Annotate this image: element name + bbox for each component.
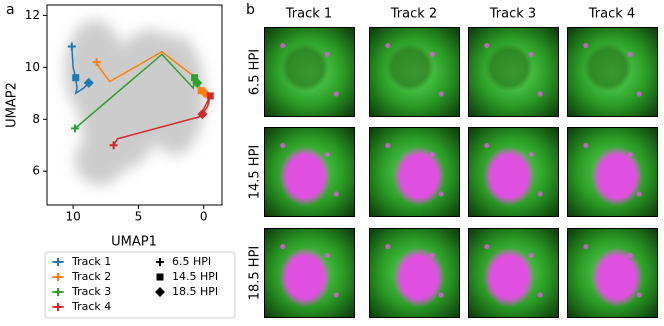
track-line <box>71 46 90 96</box>
legend-swatch <box>54 303 62 311</box>
legend-label: 14.5 HPI <box>172 270 218 283</box>
micrograph <box>567 27 658 117</box>
track-marker <box>71 124 80 133</box>
legend-marker <box>156 273 164 281</box>
column-header: Track 4 <box>588 7 635 22</box>
legend-label: Track 2 <box>71 270 111 283</box>
legend-label: 18.5 HPI <box>172 285 218 298</box>
row-header: 6.5 HPI <box>248 49 263 95</box>
track-marker <box>206 92 214 100</box>
track-marker <box>83 77 94 88</box>
y-tick-label: 10 <box>25 60 40 74</box>
row-header: 18.5 HPI <box>248 246 263 301</box>
legend-label: Track 1 <box>71 255 111 268</box>
micrograph <box>369 27 460 117</box>
track-line <box>112 95 211 146</box>
micrograph <box>264 228 355 318</box>
micrograph <box>567 228 658 318</box>
track-marker <box>109 141 118 150</box>
micrograph <box>369 127 460 217</box>
micrograph <box>264 127 355 217</box>
y-tick-label: 8 <box>32 112 40 126</box>
y-tick-label: 6 <box>32 164 40 178</box>
track-marker <box>191 74 199 82</box>
panel-label: b <box>246 2 255 18</box>
legend-marker <box>155 287 165 297</box>
legend-label: Track 4 <box>71 300 111 313</box>
column-header: Track 3 <box>489 7 536 22</box>
x-tick-label: 5 <box>135 210 143 224</box>
legend-marker <box>156 258 164 266</box>
row-header: 14.5 HPI <box>248 145 263 200</box>
track-marker <box>92 58 101 67</box>
micrograph <box>567 127 658 217</box>
track-marker <box>192 77 203 88</box>
micrograph <box>468 228 559 318</box>
micrograph <box>468 127 559 217</box>
track-marker <box>72 74 80 82</box>
y-tick-label: 12 <box>25 8 40 22</box>
legend-label: Track 3 <box>71 285 111 298</box>
column-header: Track 2 <box>390 7 437 22</box>
track-marker <box>197 87 205 95</box>
panel-label: a <box>6 2 15 18</box>
micrograph <box>468 27 559 117</box>
micrograph <box>369 228 460 318</box>
plot-frame <box>46 4 223 206</box>
legend-box <box>44 251 236 319</box>
track-marker <box>197 109 208 120</box>
legend-swatch <box>54 288 62 296</box>
legend-swatch <box>54 273 62 281</box>
x-tick-label: 10 <box>65 210 80 224</box>
y-axis-label: UMAP2 <box>5 82 20 128</box>
embedding-cloud <box>65 20 205 185</box>
legend-swatch <box>54 258 62 266</box>
x-axis-label: UMAP1 <box>111 235 157 250</box>
x-tick-label: 0 <box>200 210 208 224</box>
legend-label: 6.5 HPI <box>172 255 211 268</box>
micrograph <box>264 27 355 117</box>
column-header: Track 1 <box>285 7 332 22</box>
track-marker <box>67 42 76 51</box>
